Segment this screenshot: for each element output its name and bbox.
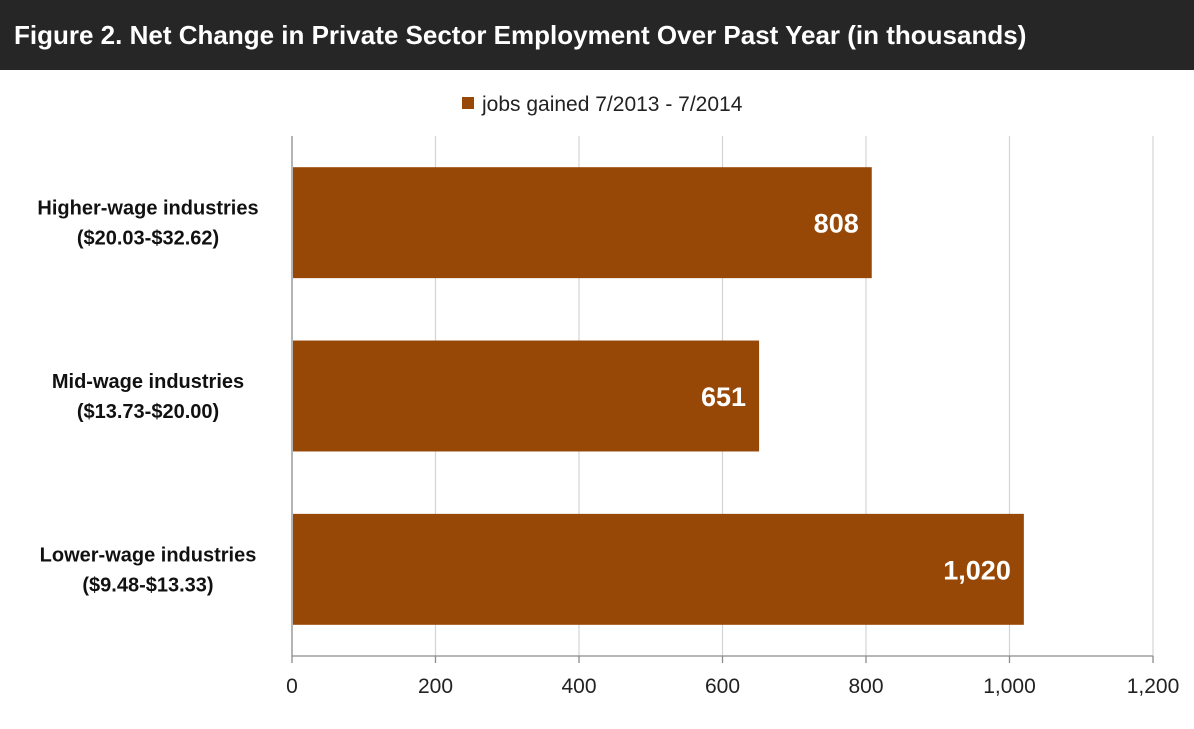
category-labels: Higher-wage industries ($20.03-$32.62) Mid… bbox=[37, 198, 258, 597]
x-tick-label: 600 bbox=[705, 675, 740, 698]
bar bbox=[293, 513, 1024, 625]
data-label: 808 bbox=[814, 209, 859, 239]
x-tick-label: 200 bbox=[418, 675, 453, 698]
x-tick-label: 400 bbox=[561, 675, 596, 698]
category-label-line: Mid-wage industries bbox=[52, 371, 244, 393]
category-label-line: ($20.03-$32.62) bbox=[77, 228, 219, 250]
x-tick-label: 1,000 bbox=[983, 675, 1036, 698]
legend-label: jobs gained 7/2013 - 7/2014 bbox=[481, 93, 743, 116]
category-label: Mid-wage industries ($13.73-$20.00) bbox=[52, 371, 244, 423]
x-tick-label: 800 bbox=[848, 675, 883, 698]
x-tick-label: 1,200 bbox=[1127, 675, 1180, 698]
category-label-line: ($13.73-$20.00) bbox=[77, 401, 219, 423]
data-label: 651 bbox=[701, 382, 746, 412]
bar bbox=[293, 167, 872, 279]
data-label: 1,020 bbox=[943, 555, 1011, 585]
bar-chart: jobs gained 7/2013 - 7/2014 8086511,020 … bbox=[37, 93, 1179, 698]
category-label-line: Lower-wage industries bbox=[40, 544, 257, 566]
chart-title: Figure 2. Net Change in Private Sector E… bbox=[0, 0, 1194, 70]
category-label: Higher-wage industries ($20.03-$32.62) bbox=[37, 198, 258, 250]
x-tick-label: 0 bbox=[286, 675, 298, 698]
category-label: Lower-wage industries ($9.48-$13.33) bbox=[40, 544, 257, 596]
bar bbox=[293, 340, 760, 452]
x-axis: 0 200 400 600 800 1,000 1,200 bbox=[286, 136, 1179, 698]
category-label-line: ($9.48-$13.33) bbox=[82, 574, 213, 596]
data-labels: 808 651 1,020 bbox=[701, 209, 1011, 586]
bars bbox=[293, 167, 1024, 625]
legend: jobs gained 7/2013 - 7/2014 bbox=[462, 93, 743, 116]
category-label-line: Higher-wage industries bbox=[37, 198, 258, 220]
legend-swatch bbox=[462, 97, 474, 109]
